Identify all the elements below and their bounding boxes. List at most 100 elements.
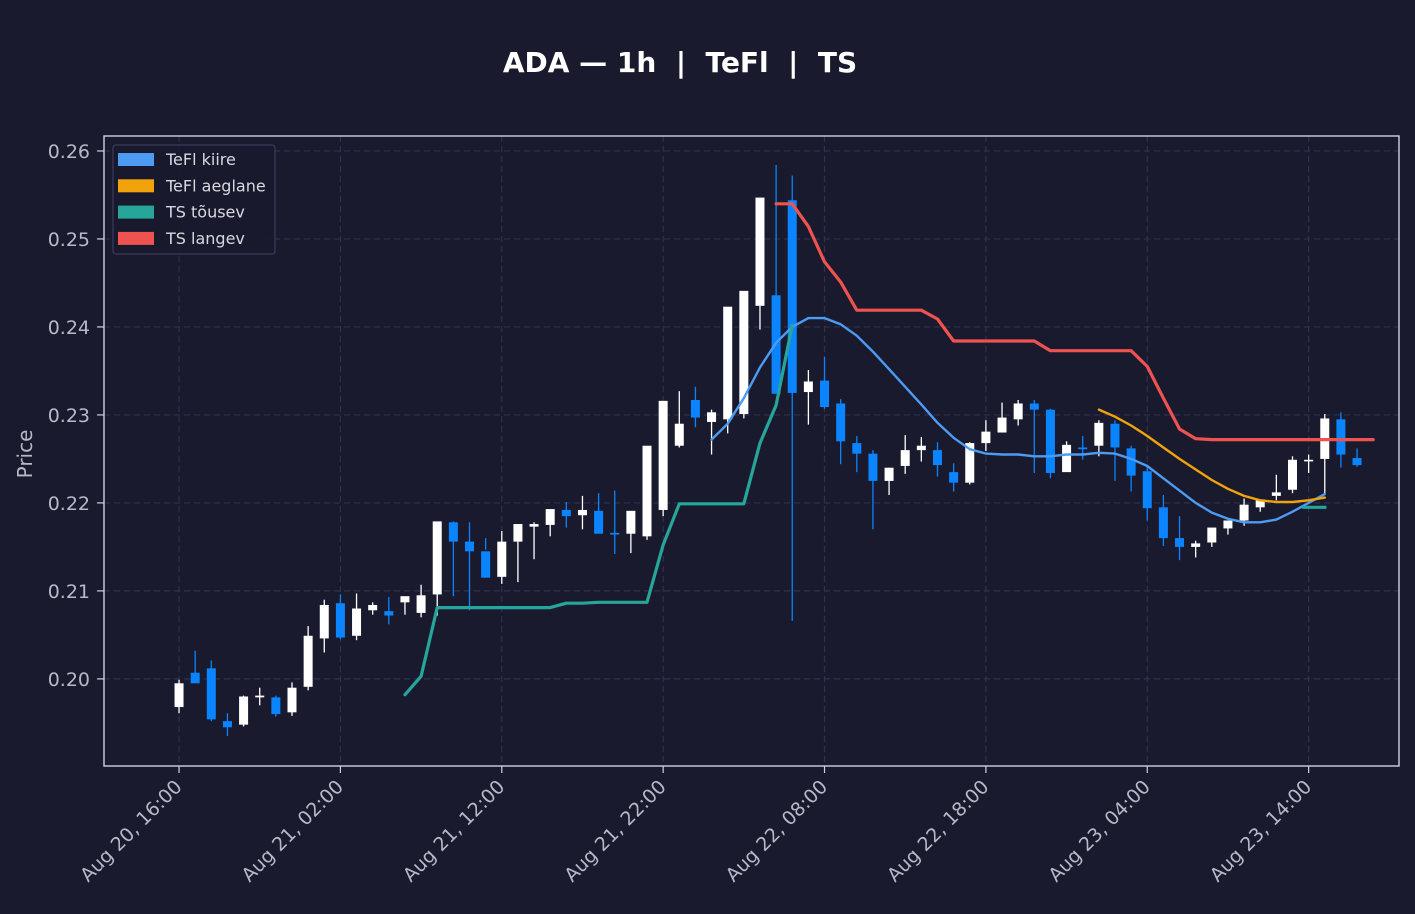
candle-body <box>416 595 426 613</box>
candle-body <box>577 509 587 516</box>
candle-body <box>707 412 717 422</box>
ts-tousev-line <box>403 323 794 697</box>
candle-body <box>513 524 523 542</box>
candle-body <box>739 290 749 415</box>
candle-body <box>287 687 297 713</box>
candle-body <box>787 200 797 393</box>
candle-body <box>1191 543 1201 547</box>
legend-swatch-tefl-kiire <box>118 153 154 166</box>
candle-body <box>400 596 410 603</box>
candle-body <box>545 509 555 525</box>
ts-langev-line <box>774 202 1375 442</box>
candle-body <box>658 400 668 510</box>
candle-body <box>755 197 765 306</box>
candle-body <box>497 541 507 577</box>
candle-body <box>723 306 733 420</box>
tefl-kiire-line <box>710 316 1327 524</box>
y-tick-label: 0.22 <box>48 493 90 515</box>
legend-label-tefl-aeglane: TeFl aeglane <box>165 176 266 195</box>
legend-swatch-ts-langev <box>118 231 154 245</box>
candle-body <box>448 522 458 542</box>
candle-body <box>1110 423 1120 448</box>
indicator-lines <box>403 202 1375 697</box>
candle-body <box>674 423 684 446</box>
candle-body <box>384 611 394 616</box>
y-tick-label: 0.25 <box>48 229 90 251</box>
candle-body <box>1207 527 1217 543</box>
candle-body <box>432 521 442 595</box>
candle-body <box>190 672 200 684</box>
candle-body <box>1223 520 1233 529</box>
candle-body <box>1045 409 1055 473</box>
candle-body <box>610 532 620 535</box>
candle-body <box>836 403 846 442</box>
candle-body <box>1304 459 1314 462</box>
legend-label-tefl-kiire: TeFl kiire <box>165 150 236 169</box>
candle-body <box>1158 507 1168 539</box>
candle-body <box>1255 499 1265 508</box>
candle-body <box>626 510 636 534</box>
y-tick-label: 0.26 <box>48 141 90 163</box>
candle-body <box>561 509 571 517</box>
candle-body <box>1271 492 1281 496</box>
candle-body <box>1029 403 1039 410</box>
candle-body <box>1287 459 1297 490</box>
candle-body <box>239 696 249 725</box>
candle-body <box>1126 448 1136 476</box>
candle-body <box>916 445 926 451</box>
candle-body <box>884 467 894 481</box>
candle-body <box>820 380 830 408</box>
candle-body <box>690 399 700 418</box>
candle-body <box>174 683 184 708</box>
candles <box>174 165 1362 737</box>
candle-body <box>352 608 362 636</box>
candle-body <box>255 695 265 698</box>
y-tick-label: 0.21 <box>48 581 90 603</box>
candle-body <box>465 541 475 552</box>
candle-body <box>932 450 942 466</box>
candle-body <box>368 604 378 611</box>
candle-body <box>1239 504 1249 521</box>
candle-body <box>1175 538 1185 547</box>
chart-title: ADA — 1h | TeFl | TS <box>503 46 857 79</box>
candle-body <box>1142 471 1152 509</box>
legend-swatch-ts-tousev <box>118 205 154 219</box>
candle-body <box>594 510 604 534</box>
legend-label-ts-langev: TS langev <box>165 229 245 248</box>
legend: TeFl kiire TeFl aeglane TS tõusev TS langev <box>112 144 276 255</box>
tefl-aeglane-line <box>1097 408 1327 504</box>
candle-body <box>271 697 281 715</box>
candle-body <box>1352 458 1362 466</box>
candle-body <box>949 472 959 483</box>
y-axis: 0.20 0.21 0.22 0.23 0.24 0.25 0.26 <box>48 141 104 691</box>
candle-body <box>803 381 813 393</box>
candle-body <box>900 450 910 466</box>
y-tick-label: 0.24 <box>48 317 90 339</box>
candle-body <box>222 721 232 728</box>
candle-body <box>997 417 1007 433</box>
candle-body <box>1013 403 1023 420</box>
candle-body <box>981 431 991 444</box>
plot-frame <box>103 135 1400 767</box>
y-axis-label: Price <box>13 430 37 479</box>
legend-swatch-tefl-aeglane <box>118 179 154 193</box>
candle-body <box>1062 444 1072 473</box>
grid-lines <box>104 136 1399 766</box>
candle-body <box>1336 419 1346 455</box>
y-tick-label: 0.23 <box>48 405 90 427</box>
candle-body <box>965 443 975 483</box>
legend-box <box>112 144 276 255</box>
candle-body <box>481 551 491 578</box>
candle-body <box>303 635 313 687</box>
candle-body <box>529 524 539 527</box>
candle-body <box>852 443 862 454</box>
candle-body <box>868 453 878 481</box>
candle-body <box>1078 447 1088 450</box>
candle-body <box>335 603 345 638</box>
candle-body <box>206 668 216 720</box>
candle-body <box>1094 422 1104 446</box>
candle-body <box>642 445 652 537</box>
y-tick-label: 0.20 <box>48 669 90 691</box>
